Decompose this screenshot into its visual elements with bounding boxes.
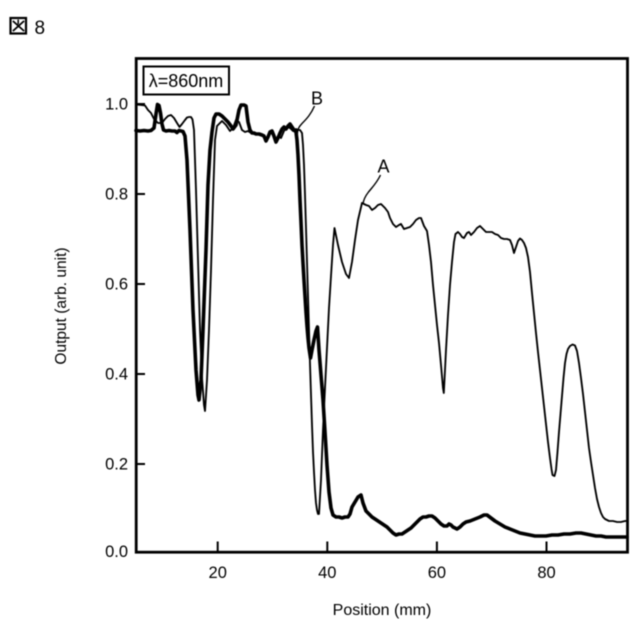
svg-text:0.8: 0.8 [105,186,128,204]
svg-text:8: 8 [35,18,46,39]
svg-text:A: A [377,157,389,177]
svg-text:0.4: 0.4 [105,366,128,384]
svg-text:Position (mm): Position (mm) [333,602,432,619]
svg-text:B: B [311,89,323,109]
svg-text:Output (arb. unit): Output (arb. unit) [53,247,70,364]
svg-text:0.0: 0.0 [105,543,128,561]
svg-text:0.6: 0.6 [105,276,128,294]
svg-text:40: 40 [318,564,336,582]
svg-text:80: 80 [537,564,555,582]
svg-text:1.0: 1.0 [105,96,128,114]
svg-text:60: 60 [428,564,446,582]
svg-text:0.2: 0.2 [105,456,128,474]
svg-text:λ=860nm: λ=860nm [149,71,224,91]
svg-text:20: 20 [209,564,227,582]
